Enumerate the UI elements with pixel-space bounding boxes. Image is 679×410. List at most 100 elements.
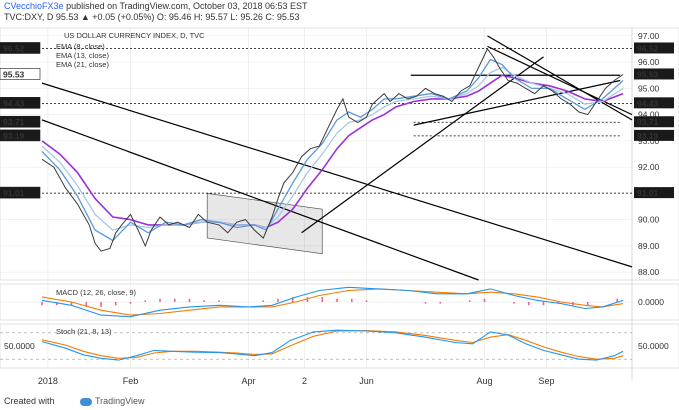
macd-signal-line — [41, 288, 624, 316]
left-price-tag-label: 94.43 — [3, 98, 25, 108]
main-chart-title: US DOLLAR CURRENCY INDEX, D, TVC — [64, 31, 205, 40]
right-price-tag-label: 96.52 — [637, 43, 659, 53]
author-link[interactable]: CVecchioFX3e — [4, 1, 64, 11]
stoch-left-y-tick-label: 50.0000 — [4, 341, 35, 351]
footer-bar: Created with TradingView — [0, 392, 679, 410]
trendline[interactable] — [301, 56, 544, 234]
right-price-tag-label: 93.71 — [637, 117, 659, 127]
left-price-tag-label: 96.52 — [3, 43, 25, 53]
macd-histogram-bar — [70, 302, 73, 306]
right-price-tag — [634, 68, 674, 80]
macd-histogram-bar — [218, 300, 220, 302]
x-tick-label: Sep — [538, 376, 554, 386]
macd-histogram-bar — [365, 300, 368, 302]
publish-info: published on TradingView.com, October 03… — [66, 1, 308, 11]
macd-histogram-bar — [586, 302, 589, 306]
trendline[interactable] — [487, 35, 633, 121]
left-price-tag — [0, 129, 41, 142]
x-tick-label: Apr — [241, 376, 255, 386]
left-price-tag-label: 95.53 — [3, 69, 25, 79]
left-price-tag — [0, 186, 41, 199]
stoch-title: Stoch (21, 8, 13) — [56, 327, 112, 336]
macd-histogram-bar — [306, 297, 309, 302]
macd-histogram-bar — [41, 302, 43, 306]
y-tick-label: 94.00 — [638, 110, 660, 120]
y-tick-label: 90.00 — [638, 215, 660, 225]
macd-histogram-bar — [100, 302, 102, 307]
x-tick-label: Jun — [359, 376, 374, 386]
right-price-tag — [634, 129, 674, 141]
x-tick-label: Aug — [476, 376, 492, 386]
right-price-tag-label: 91.01 — [637, 188, 659, 198]
ohlc-readout: 95.53 ▲ +0.05 (+0.05%) O: 95.46 H: 95.57… — [55, 12, 300, 22]
left-price-tag-label: 93.19 — [3, 131, 25, 141]
macd-histogram-bar — [350, 298, 353, 302]
ema-legend-entry: EMA (21, close) — [56, 60, 109, 69]
right-price-tag-label: 95.53 — [637, 69, 659, 79]
y-tick-label: 96.00 — [638, 57, 660, 67]
macd-histogram-bar — [173, 298, 176, 302]
trendline[interactable] — [41, 82, 633, 268]
tradingview-brand-label: TradingView — [95, 396, 145, 406]
ema-21-line — [41, 74, 624, 229]
price-line — [41, 48, 624, 252]
left-price-tag-label: 91.01 — [3, 188, 25, 198]
macd-histogram-bar — [424, 302, 427, 304]
y-tick-label: 89.00 — [638, 241, 660, 251]
y-tick-label: 92.00 — [638, 162, 660, 172]
main-panel-frame — [0, 27, 679, 281]
tradingview-logo-icon — [80, 397, 92, 406]
y-tick-label: 95.00 — [638, 83, 660, 93]
macd-histogram-bar — [188, 298, 191, 302]
macd-histogram-bar — [114, 302, 117, 306]
macd-histogram-bar — [527, 302, 530, 306]
right-price-tag-label: 93.19 — [637, 131, 659, 141]
macd-histogram-bar — [262, 300, 265, 302]
macd-histogram-bar — [203, 300, 206, 302]
macd-histogram-bar — [321, 297, 324, 302]
trendline[interactable] — [487, 45, 633, 116]
x-tick-label: 2018 — [38, 376, 58, 386]
stoch-d-line — [41, 330, 624, 360]
right-price-tag — [634, 97, 674, 109]
macd-histogram-bar — [55, 302, 58, 306]
right-price-tag — [634, 42, 674, 54]
header-bar: CVecchioFX3e published on TradingView.co… — [0, 0, 679, 24]
macd-line — [41, 286, 624, 318]
macd-histogram-bar — [542, 302, 545, 306]
y-tick-label: 97.00 — [638, 31, 660, 41]
macd-histogram-bar — [468, 300, 471, 302]
publish-line: CVecchioFX3e published on TradingView.co… — [4, 1, 308, 11]
left-price-tag — [0, 68, 41, 80]
ema-legend-entry: EMA (13, close) — [56, 51, 109, 60]
macd-histogram-bar — [129, 302, 132, 304]
left-price-tag-label: 93.71 — [3, 117, 25, 127]
macd-histogram-bar — [513, 302, 515, 304]
y-tick-label: 88.00 — [638, 267, 660, 277]
x-tick-label: 2 — [302, 376, 307, 386]
macd-title: MACD (12, 26, close, 9) — [56, 288, 137, 297]
ema-13-line — [41, 66, 624, 231]
right-price-tag — [634, 116, 674, 128]
macd-histogram-bar — [159, 298, 161, 302]
macd-histogram-bar — [616, 298, 619, 302]
symbol-line: TVC:DXY, D 95.53 ▲ +0.05 (+0.05%) O: 95.… — [4, 12, 299, 22]
ema-legend-entry: EMA (8, close) — [56, 42, 105, 51]
macd-histogram-bar — [336, 298, 338, 302]
stoch-k-line — [41, 329, 624, 361]
symbol-label: TVC:DXY, D — [4, 12, 54, 22]
created-with-label: Created with — [4, 396, 55, 406]
right-price-tag-label: 94.43 — [637, 98, 659, 108]
macd-histogram-bar — [144, 300, 147, 302]
macd-y-tick-label: 0.0000 — [638, 297, 664, 307]
macd-histogram-bar — [291, 297, 294, 302]
trendline[interactable] — [41, 119, 479, 281]
macd-histogram-bar — [277, 298, 279, 302]
trendline[interactable] — [413, 79, 621, 126]
tradingview-brand[interactable]: TradingView — [80, 396, 145, 406]
chart-canvas[interactable]: 97.0096.0095.0094.0093.0092.0091.0090.00… — [0, 0, 679, 392]
stoch-y-tick-label: 50.0000 — [638, 341, 669, 351]
left-price-tag — [0, 97, 41, 109]
left-price-tag — [0, 42, 41, 54]
macd-histogram-bar — [439, 302, 442, 304]
